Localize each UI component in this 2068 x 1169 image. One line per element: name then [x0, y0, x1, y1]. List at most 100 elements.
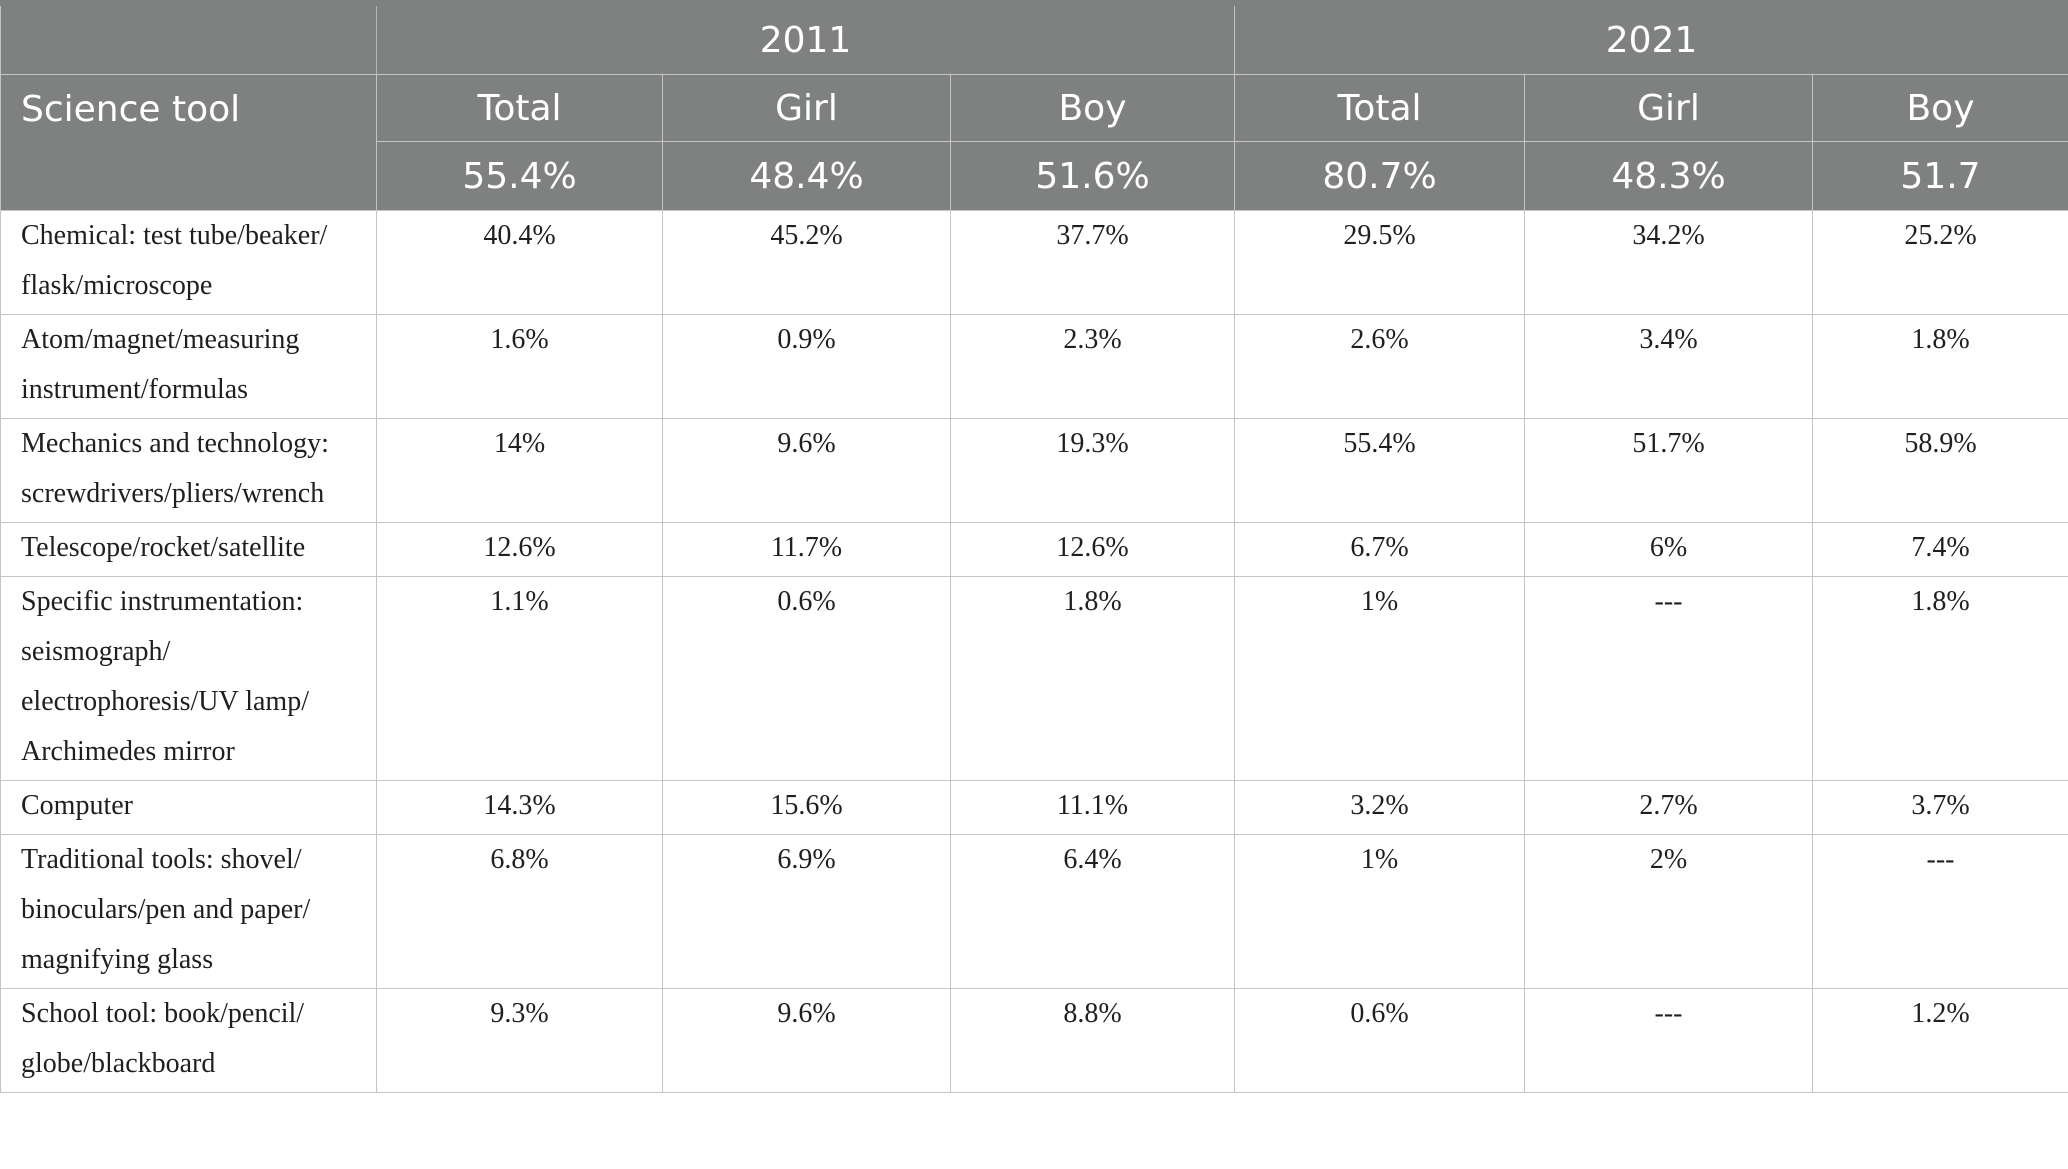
tool-cell: School tool: book/pencil/globe/blackboar… [0, 988, 377, 1093]
value-cell: 45.2% [662, 210, 951, 315]
value-cell: 0.6% [1234, 988, 1525, 1093]
value-cell: 1.6% [376, 314, 663, 419]
tool-line: Atom/magnet/measuring [21, 324, 300, 355]
value-cell: 0.9% [662, 314, 951, 419]
table-row: Atom/magnet/measuring instrument/formulas… [0, 314, 2068, 419]
tool-line: binoculars/pen and paper/ [21, 894, 311, 925]
table-row: Computer 14.3% 15.6% 11.1% 3.2% 2.7% 3.7… [0, 780, 2068, 835]
value-cell: 6.9% [662, 834, 951, 989]
value-cell: 2.6% [1234, 314, 1525, 419]
value-cell: 8.8% [950, 988, 1235, 1093]
value-cell: 40.4% [376, 210, 663, 315]
table-row: Mechanics and technology: screwdrivers/pl… [0, 418, 2068, 523]
value-cell: 55.4% [1234, 418, 1525, 523]
table-row: Specific instrumentation: seismograph/ele… [0, 576, 2068, 781]
tool-line: Archimedes mirror [21, 736, 235, 767]
value-cell: 2% [1524, 834, 1813, 989]
sub-header-2021-boy: Boy [1812, 74, 2068, 142]
value-cell: 1% [1234, 576, 1525, 781]
value-cell: 12.6% [950, 522, 1235, 577]
share-2011-girl: 48.4% [662, 141, 951, 211]
tool-cell: Specific instrumentation: seismograph/ele… [0, 576, 377, 781]
sub-header-2021-girl: Girl [1524, 74, 1813, 142]
tool-line: instrument/formulas [21, 374, 249, 405]
value-cell: 12.6% [376, 522, 663, 577]
science-tool-header: Science tool [0, 74, 377, 211]
tool-line: Mechanics and technology: [21, 428, 329, 459]
value-cell: 37.7% [950, 210, 1235, 315]
value-cell: --- [1812, 834, 2068, 989]
value-cell: 7.4% [1812, 522, 2068, 577]
science-tools-table: 2011 2021 Science tool Total Girl Boy To… [0, 0, 2068, 1093]
share-2021-total: 80.7% [1234, 141, 1525, 211]
value-cell: 1.8% [1812, 576, 2068, 781]
value-cell: 9.6% [662, 418, 951, 523]
value-cell: 1% [1234, 834, 1525, 989]
value-cell: 3.4% [1524, 314, 1813, 419]
value-cell: 1.1% [376, 576, 663, 781]
table-row: Traditional tools: shovel/binoculars/pen… [0, 834, 2068, 989]
table-header: 2011 2021 Science tool Total Girl Boy To… [0, 0, 2068, 211]
value-cell: 2.3% [950, 314, 1235, 419]
share-2021-girl: 48.3% [1524, 141, 1813, 211]
value-cell: 6.4% [950, 834, 1235, 989]
value-cell: 3.7% [1812, 780, 2068, 835]
value-cell: 1.8% [1812, 314, 2068, 419]
sub-header-2011-boy: Boy [950, 74, 1235, 142]
tool-line: seismograph/ [21, 636, 171, 667]
year-header-2011: 2011 [376, 0, 1235, 75]
tool-line: Traditional tools: shovel/ [21, 844, 302, 875]
value-cell: 29.5% [1234, 210, 1525, 315]
tool-line: globe/blackboard [21, 1048, 216, 1079]
value-cell: 15.6% [662, 780, 951, 835]
tool-line: Specific instrumentation: [21, 586, 304, 617]
sub-header-2011-girl: Girl [662, 74, 951, 142]
value-cell: 0.6% [662, 576, 951, 781]
tool-line: Computer [21, 790, 133, 821]
value-cell: 1.8% [950, 576, 1235, 781]
value-cell: 9.6% [662, 988, 951, 1093]
value-cell: 34.2% [1524, 210, 1813, 315]
share-2021-boy: 51.7 [1812, 141, 2068, 211]
value-cell: 25.2% [1812, 210, 2068, 315]
value-cell: --- [1524, 576, 1813, 781]
value-cell: 3.2% [1234, 780, 1525, 835]
tool-line: magnifying glass [21, 944, 214, 975]
value-cell: --- [1524, 988, 1813, 1093]
value-cell: 14% [376, 418, 663, 523]
tool-cell: Telescope/rocket/satellite [0, 522, 377, 577]
table-row: Chemical: test tube/beaker/flask/microsc… [0, 210, 2068, 315]
value-cell: 1.2% [1812, 988, 2068, 1093]
value-cell: 11.7% [662, 522, 951, 577]
sub-header-2021-total: Total [1234, 74, 1525, 142]
tool-line: flask/microscope [21, 270, 213, 301]
tool-line: Chemical: test tube/beaker/ [21, 220, 328, 251]
value-cell: 6.7% [1234, 522, 1525, 577]
table-row: Telescope/rocket/satellite 12.6% 11.7% 1… [0, 522, 2068, 577]
tool-cell: Atom/magnet/measuring instrument/formulas [0, 314, 377, 419]
value-cell: 6.8% [376, 834, 663, 989]
value-cell: 58.9% [1812, 418, 2068, 523]
share-2011-total: 55.4% [376, 141, 663, 211]
tool-line: screwdrivers/pliers/wrench [21, 478, 325, 509]
header-row-years: 2011 2021 [0, 0, 2068, 75]
tool-line: School tool: book/pencil/ [21, 998, 305, 1029]
value-cell: 51.7% [1524, 418, 1813, 523]
value-cell: 19.3% [950, 418, 1235, 523]
header-corner-cell [0, 0, 377, 75]
year-header-2021: 2021 [1234, 0, 2068, 75]
value-cell: 14.3% [376, 780, 663, 835]
table-row: School tool: book/pencil/globe/blackboar… [0, 988, 2068, 1093]
value-cell: 9.3% [376, 988, 663, 1093]
tool-cell: Mechanics and technology: screwdrivers/pl… [0, 418, 377, 523]
value-cell: 11.1% [950, 780, 1235, 835]
table-body: Chemical: test tube/beaker/flask/microsc… [0, 210, 2068, 1093]
tool-line: electrophoresis/UV lamp/ [21, 686, 309, 717]
share-2011-boy: 51.6% [950, 141, 1235, 211]
value-cell: 6% [1524, 522, 1813, 577]
tool-line: Telescope/rocket/satellite [21, 532, 306, 563]
header-row-groups: Science tool Total Girl Boy Total Girl B… [0, 74, 2068, 211]
value-cell: 2.7% [1524, 780, 1813, 835]
tool-cell: Chemical: test tube/beaker/flask/microsc… [0, 210, 377, 315]
tool-cell: Computer [0, 780, 377, 835]
